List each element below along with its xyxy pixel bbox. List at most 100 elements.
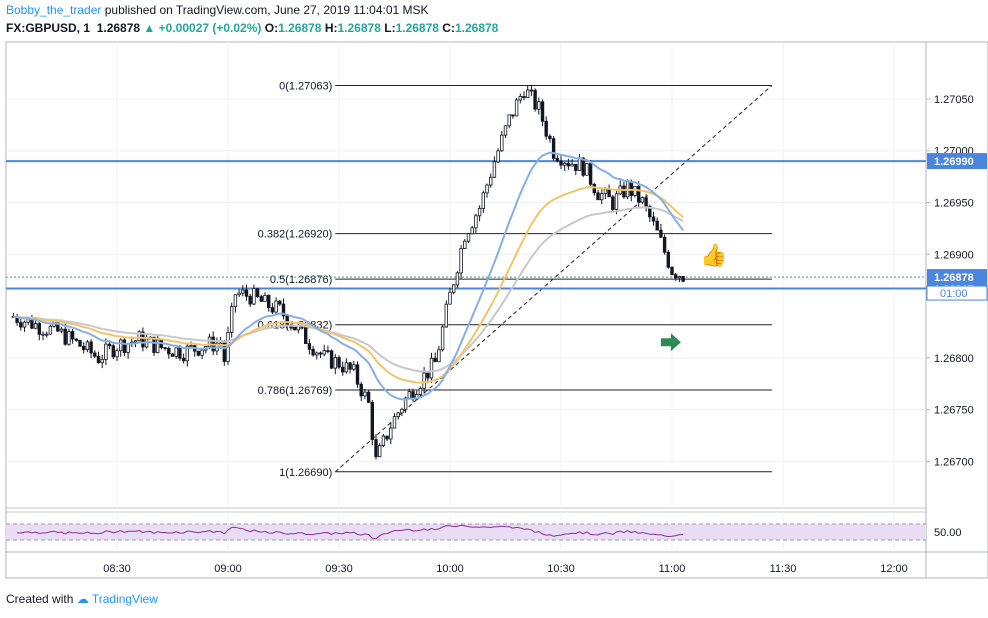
candle-body: [340, 366, 345, 373]
time-tick-label: 09:00: [214, 563, 242, 575]
candle-body: [45, 333, 49, 336]
price-pane: [5, 41, 927, 509]
price-tick-label: 1.26700: [934, 456, 974, 468]
candle-body: [662, 236, 667, 253]
candle-body: [629, 181, 633, 196]
candle-body: [104, 343, 108, 361]
horizontal-line-price-label: 1.26990: [934, 156, 974, 168]
candle-body: [544, 120, 548, 137]
candle-body: [70, 331, 75, 340]
candle-body: [263, 295, 267, 302]
footer: Created with ☁ TradingView: [6, 592, 158, 606]
candle-body: [152, 336, 156, 353]
candle-body: [677, 276, 682, 279]
low-value: 1.26878: [395, 21, 439, 35]
candle-body: [307, 343, 312, 350]
countdown-tag: [926, 285, 988, 301]
candle-body: [233, 294, 238, 307]
candle-body: [303, 326, 308, 344]
candle-body: [670, 266, 674, 276]
candle-body: [329, 350, 334, 369]
last-price-label: 1.26878: [934, 272, 974, 284]
candle-body: [366, 391, 371, 403]
candle-body: [574, 163, 578, 171]
candle-body: [222, 342, 226, 362]
tradingview-logo-icon: ☁: [76, 592, 89, 606]
candle-body: [559, 160, 563, 166]
price-change: +0.00027 (+0.02%): [158, 21, 262, 35]
right-arrow-icon: [660, 333, 681, 352]
candle-body: [274, 300, 278, 313]
fib-level-label: 0(1.27063): [279, 80, 332, 92]
candle-body: [485, 184, 489, 194]
candle-body: [622, 185, 626, 198]
candle-body: [551, 138, 556, 159]
candle-body: [603, 188, 608, 194]
candle-body: [607, 188, 611, 198]
candle-body: [174, 347, 178, 357]
candle-body: [459, 248, 463, 274]
price-tick-label: 1.26800: [934, 353, 974, 365]
candle-body: [363, 391, 367, 397]
candle-body: [448, 291, 452, 305]
candle-body: [19, 322, 23, 328]
candle-body: [533, 89, 537, 110]
open-value: 1.26878: [278, 21, 322, 35]
candle-body: [155, 339, 160, 353]
candle-body: [518, 96, 522, 101]
candle-body: [640, 197, 645, 203]
candle-body: [133, 340, 138, 343]
candle-body: [470, 227, 474, 235]
candle-body: [429, 357, 434, 379]
author-name[interactable]: Bobby_the_trader: [6, 3, 102, 17]
price-tick-label: 1.27050: [934, 94, 974, 106]
candle-body: [266, 295, 271, 309]
candle-body: [600, 193, 604, 201]
candle-body: [581, 157, 585, 176]
close-label: C:: [442, 21, 455, 35]
candle-body: [418, 387, 423, 395]
candle-body: [119, 339, 123, 352]
candle-body: [326, 350, 330, 353]
candle-body: [374, 439, 378, 458]
countdown-label: 01:00: [940, 288, 968, 300]
candle-body: [292, 326, 297, 331]
candle-body: [252, 288, 256, 305]
candle-body: [522, 96, 526, 99]
price-tick-label: 1.26900: [934, 249, 974, 261]
candle-body: [178, 347, 182, 359]
open-label: O:: [264, 21, 279, 35]
candle-body: [237, 292, 241, 296]
candle-body: [511, 114, 515, 117]
time-tick-label: 10:30: [547, 563, 575, 575]
candle-body: [466, 233, 471, 242]
candle-body: [433, 357, 437, 363]
candle-body: [359, 383, 363, 397]
candle-body: [137, 331, 141, 342]
candle-body: [655, 220, 659, 231]
candle-body: [333, 357, 337, 369]
candle-body: [588, 163, 593, 185]
candle-body: [440, 326, 445, 351]
ema-orange-line: [13, 186, 684, 384]
candle-body: [507, 114, 511, 127]
time-tick-label: 10:00: [436, 563, 464, 575]
candle-body: [163, 347, 167, 350]
candle-body: [344, 362, 349, 373]
thumbs-up-icon: 👍: [700, 242, 727, 267]
candle-body: [48, 325, 53, 335]
candle-body: [96, 355, 101, 364]
last-price: 1.26878: [96, 21, 141, 35]
candle-body: [426, 372, 430, 379]
candle-body: [651, 216, 656, 222]
candle-body: [500, 134, 504, 152]
candle-body: [100, 359, 104, 364]
candle-body: [318, 352, 323, 355]
candle-body: [566, 162, 571, 167]
candle-body: [337, 357, 341, 368]
candle-body: [481, 192, 485, 209]
fib-level-label: 0.382(1.26920): [258, 229, 333, 241]
tradingview-link[interactable]: TradingView: [91, 592, 158, 606]
candle-body: [529, 89, 534, 92]
